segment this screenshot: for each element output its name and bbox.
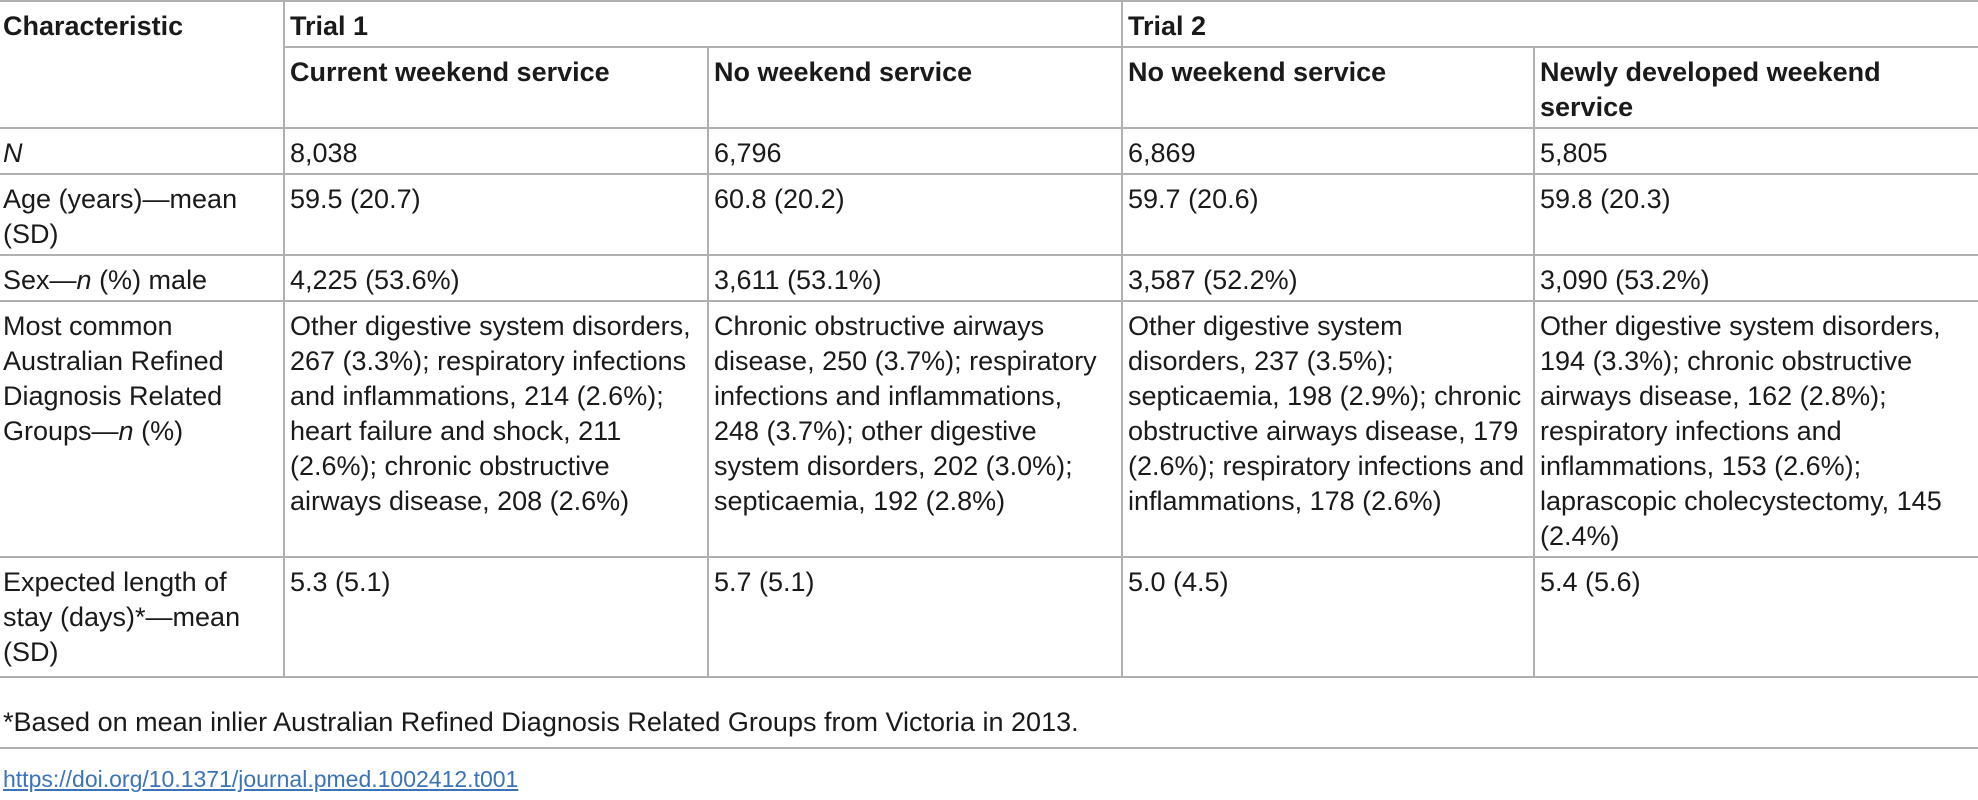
table-row-sex: Sex—n (%) male 4,225 (53.6%) 3,611 (53.1… [0, 255, 1978, 301]
table-row-diagnosis-groups: Most common Australian Refined Diagnosis… [0, 301, 1978, 557]
table-cell: 59.5 (20.7) [283, 174, 708, 255]
table-row-n: N 8,038 6,796 6,869 5,805 [0, 128, 1978, 174]
table-cell: Chronic obstructive airways disease, 250… [706, 301, 1123, 557]
table-cell: 6,796 [706, 128, 1123, 174]
row-label-text: Most common Australian Refined Diagnosis… [3, 311, 224, 446]
header-trial-2: Trial 2 [1121, 1, 1978, 47]
table-footnote: *Based on mean inlier Australian Refined… [3, 707, 1079, 737]
header-group: No weekend service [1121, 46, 1535, 128]
row-label-text: (%) male [91, 265, 208, 295]
table-cell: Other digestive system disorders, 267 (3… [283, 301, 708, 557]
table-cell: 5.7 (5.1) [706, 557, 1123, 677]
row-label-text: Sex— [3, 265, 77, 295]
table-cell: 59.8 (20.3) [1533, 174, 1978, 255]
table-cell: Other digestive system disorders, 237 (3… [1121, 301, 1535, 557]
doi-link[interactable]: https://doi.org/10.1371/journal.pmed.100… [3, 766, 519, 792]
table-row-length-of-stay: Expected length of stay (days)*—mean (SD… [0, 557, 1978, 677]
footer-divider [0, 747, 1978, 749]
characteristics-table: Characteristic Trial 1 Trial 2 Current w… [0, 1, 1978, 677]
table-cell: 3,090 (53.2%) [1533, 255, 1978, 301]
table-cell: 5.3 (5.1) [283, 557, 708, 677]
table-cell: 5.0 (4.5) [1121, 557, 1535, 677]
table-cell: 4,225 (53.6%) [283, 255, 708, 301]
table-cell: Other digestive system disorders, 194 (3… [1533, 301, 1978, 557]
row-label-text: Age (years)—mean (SD) [3, 184, 238, 249]
table-cell: 60.8 (20.2) [706, 174, 1123, 255]
header-trial-1: Trial 1 [282, 1, 1123, 47]
table-cell: 5,805 [1533, 128, 1978, 174]
header-row-groups: Current weekend service No weekend servi… [0, 46, 1978, 128]
row-label: Sex—n (%) male [0, 255, 284, 301]
row-label: N [0, 128, 284, 174]
header-row-trials: Characteristic Trial 1 Trial 2 [0, 1, 1978, 47]
row-label-italic: N [3, 138, 23, 168]
row-label: Age (years)—mean (SD) [0, 174, 284, 255]
header-group: Newly developed weekend service [1533, 46, 1978, 128]
row-label-text: (%) [133, 416, 184, 446]
table-cell: 3,587 (52.2%) [1121, 255, 1535, 301]
header-group: No weekend service [706, 46, 1123, 128]
row-label-text: Expected length of stay (days)*—mean (SD… [3, 567, 241, 667]
row-label: Most common Australian Refined Diagnosis… [0, 301, 284, 557]
table-cell: 5.4 (5.6) [1533, 557, 1978, 677]
row-label: Expected length of stay (days)*—mean (SD… [0, 557, 284, 677]
table-cell: 6,869 [1121, 128, 1535, 174]
table-cell: 3,611 (53.1%) [706, 255, 1123, 301]
header-characteristic: Characteristic [3, 11, 184, 41]
table-cell: 59.7 (20.6) [1121, 174, 1535, 255]
row-label-italic: n [76, 265, 92, 295]
row-label-italic: n [118, 416, 134, 446]
table-row-age: Age (years)—mean (SD) 59.5 (20.7) 60.8 (… [0, 174, 1978, 255]
table-cell: 8,038 [283, 128, 708, 174]
header-group: Current weekend service [283, 46, 708, 128]
